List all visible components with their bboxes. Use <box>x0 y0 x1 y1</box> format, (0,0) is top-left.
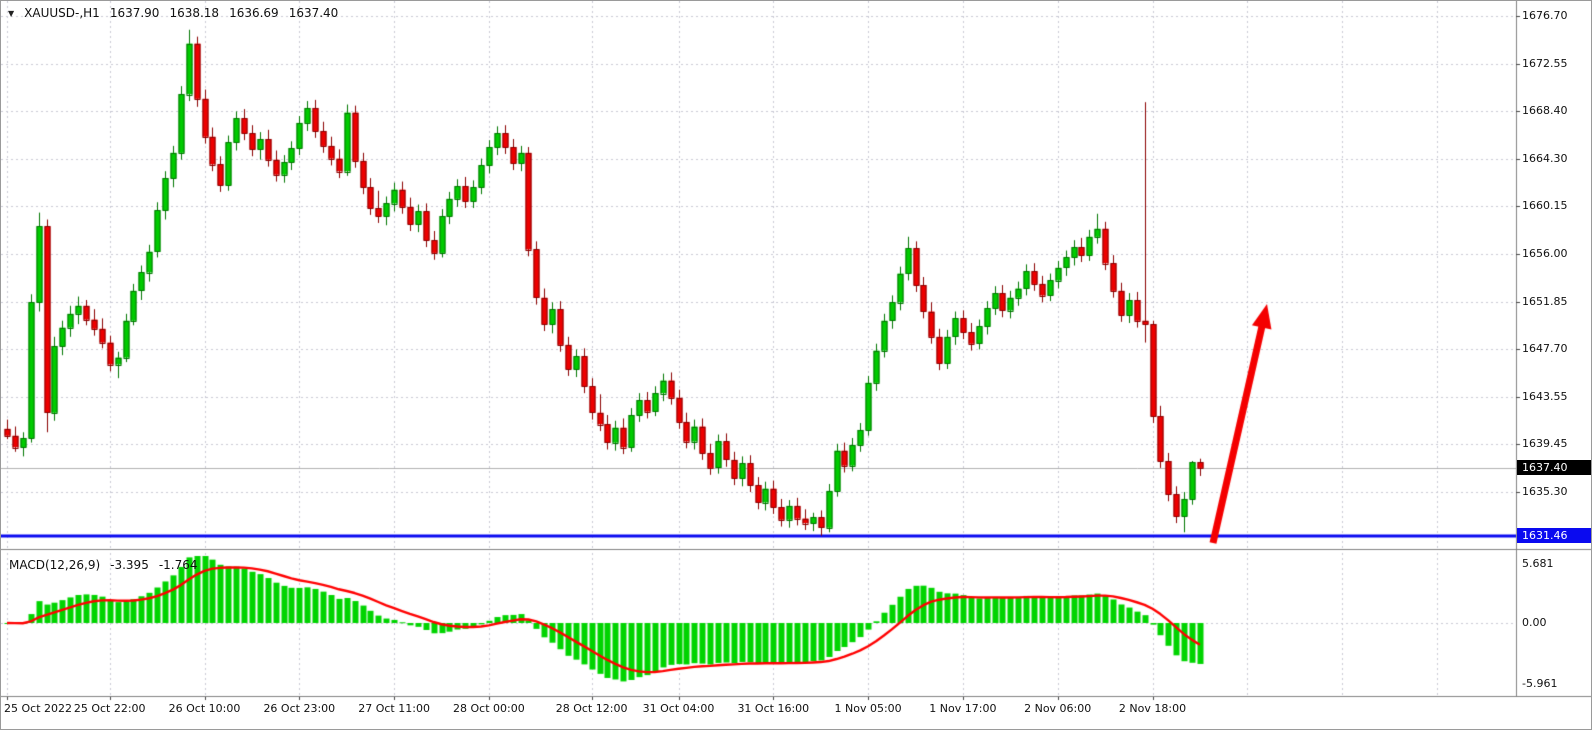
time-axis-label: 25 Oct 22:00 <box>73 702 146 715</box>
macd-axis-label: -5.961 <box>1522 677 1558 691</box>
price-axis-label: 1664.30 <box>1522 151 1568 165</box>
time-axis-label: 2 Nov 18:00 <box>1118 702 1187 715</box>
time-axis-label: 2 Nov 06:00 <box>1024 702 1092 715</box>
macd-value-axis[interactable]: 5.681 0.00 -5.961 <box>1519 549 1591 697</box>
macd-main-value: -3.395 <box>110 558 149 572</box>
time-axis-label: 31 Oct 16:00 <box>737 702 810 715</box>
macd-axis-label: 0.00 <box>1522 616 1547 629</box>
time-axis-label: 1 Nov 05:00 <box>834 702 902 715</box>
price-axis-label: 1660.15 <box>1522 199 1568 213</box>
price-axis-label: 1635.30 <box>1522 485 1568 499</box>
ohlc-high-value: 1638.18 <box>169 6 220 20</box>
price-axis-label: 1676.70 <box>1522 8 1568 22</box>
macd-name-label: MACD(12,26,9) <box>9 558 101 572</box>
time-axis-label: 28 Oct 00:00 <box>453 702 525 715</box>
price-axis-label: 1672.55 <box>1522 56 1568 70</box>
time-axis-label: 26 Oct 10:00 <box>168 702 241 715</box>
macd-axis-label: 5.681 <box>1522 557 1554 571</box>
price-axis-label: 1668.40 <box>1522 104 1568 118</box>
support-price-tag: 1631.46 <box>1517 528 1591 544</box>
time-axis[interactable]: 25 Oct 2022 25 Oct 22:00 26 Oct 10:00 26 Oc… <box>1 699 1591 729</box>
price-axis-label: 1651.85 <box>1522 294 1568 308</box>
time-axis-label: 1 Nov 17:00 <box>929 702 997 715</box>
price-axis-label: 1639.45 <box>1522 437 1568 451</box>
symbol-dropdown-icon[interactable]: ▼ <box>8 8 15 18</box>
time-axis-label: 31 Oct 04:00 <box>642 702 715 715</box>
current-price-tag: 1637.40 <box>1517 459 1591 475</box>
ohlc-low-value: 1636.69 <box>229 6 279 20</box>
price-axis-label: 1643.55 <box>1522 390 1568 404</box>
symbol-timeframe-label: XAUUSD-,H1 <box>24 6 100 20</box>
price-axis-label: 1656.00 <box>1522 247 1568 260</box>
price-axis-label: 1647.70 <box>1522 342 1568 356</box>
time-axis-label: 27 Oct 11:00 <box>358 702 430 715</box>
price-axis[interactable]: 1676.70 1672.55 1668.40 1664.30 1660.15 1656.… <box>1519 1 1591 549</box>
time-axis-label: 25 Oct 2022 <box>4 702 73 715</box>
chart-symbol-header: ▼ XAUUSD-,H1 1637.90 1638.18 1636.69 163… <box>8 6 338 20</box>
time-axis-label: 28 Oct 12:00 <box>555 702 628 715</box>
macd-indicator-label: MACD(12,26,9) -3.395 -1.764 <box>9 558 198 572</box>
time-axis-label: 26 Oct 23:00 <box>263 702 336 715</box>
ohlc-open-value: 1637.90 <box>109 6 160 20</box>
ohlc-close-value: 1637.40 <box>288 6 339 20</box>
macd-signal-value: -1.764 <box>158 558 198 572</box>
